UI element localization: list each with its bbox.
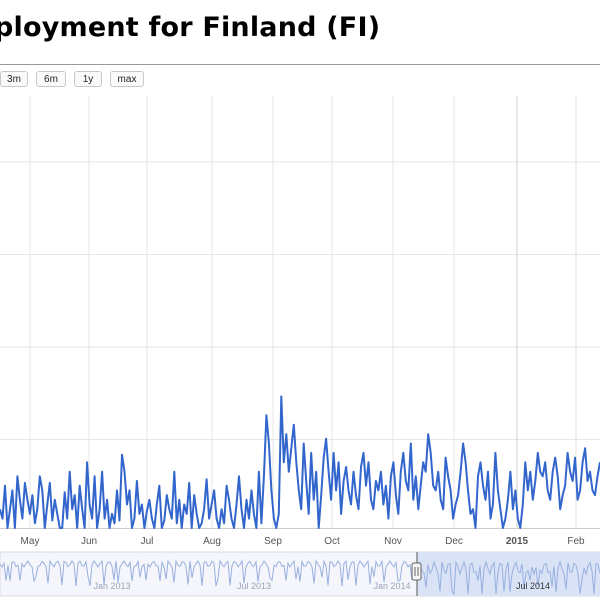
title-divider	[0, 64, 600, 65]
x-tick-label: Aug	[203, 536, 221, 547]
x-tick-label: Feb	[567, 536, 585, 547]
zoom-max-button[interactable]: max	[110, 71, 144, 87]
zoom-6m-button[interactable]: 6m	[36, 71, 66, 87]
x-tick-label: Jun	[81, 536, 97, 547]
navigator-label: Jul 2014	[516, 581, 550, 591]
x-tick-label: Oct	[324, 536, 340, 547]
navigator-left-handle[interactable]	[411, 562, 422, 581]
x-tick-label: Dec	[445, 536, 463, 547]
navigator-label: Jan 2013	[93, 581, 130, 591]
navigator-label: Jul 2013	[237, 581, 271, 591]
x-tick-label: Nov	[384, 536, 402, 547]
x-tick-label: May	[21, 536, 40, 547]
series-line	[0, 395, 600, 529]
zoom-1y-button[interactable]: 1y	[74, 71, 102, 87]
navigator-label: Jan 2014	[373, 581, 410, 591]
x-tick-label: Sep	[264, 536, 282, 547]
navigator-series-line	[0, 559, 600, 596]
x-tick-label: Jul	[141, 536, 154, 547]
page-title: ployment for Finland (FI)	[0, 12, 381, 43]
x-tick-label: 2015	[506, 536, 529, 547]
zoom-3m-button[interactable]: 3m	[0, 71, 28, 87]
